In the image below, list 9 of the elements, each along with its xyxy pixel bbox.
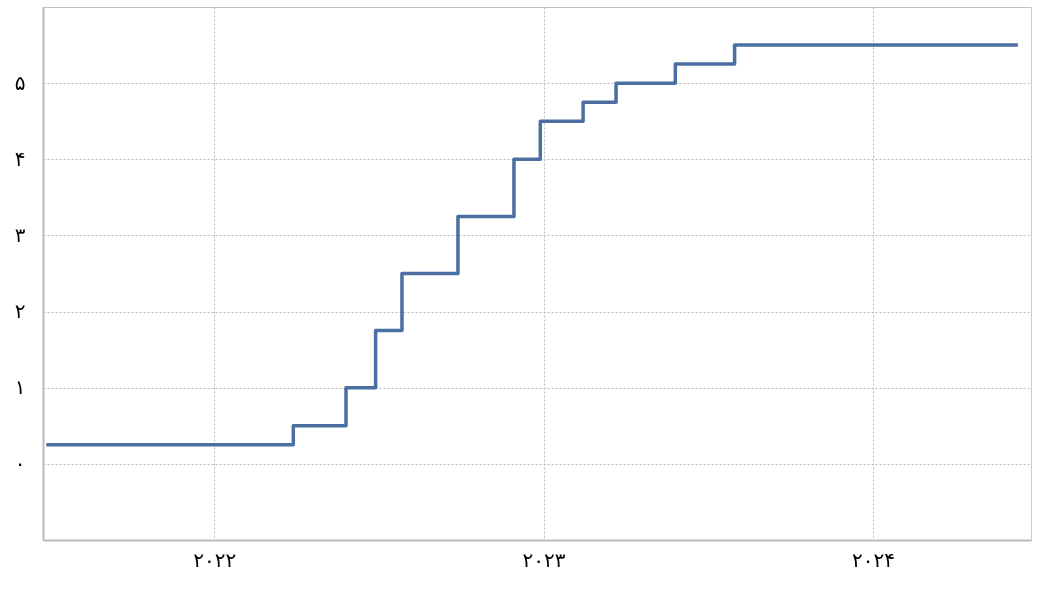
y-tick-label: ۵ [14,70,26,95]
y-tick-label: ۰ [14,451,26,476]
y-tick-label: ۳ [14,222,26,247]
y-tick-label: ۴ [14,146,26,171]
x-tick-label: ۲۰۲۲ [193,547,237,572]
y-tick-label: ۲ [14,299,26,324]
y-tick-label: ۱ [14,375,26,400]
x-tick-label: ۲۰۲۳ [522,547,566,572]
x-tick-label: ۲۰۲۴ [851,547,895,572]
